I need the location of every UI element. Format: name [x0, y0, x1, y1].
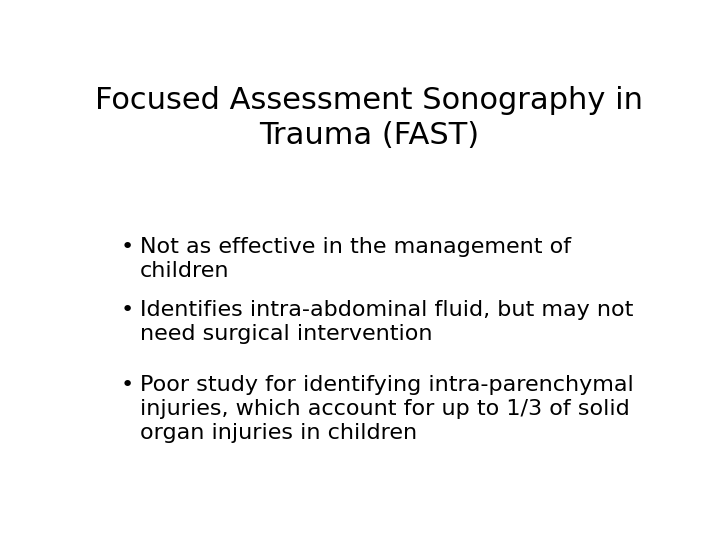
Text: Identifies intra-abdominal fluid, but may not
need surgical intervention: Identifies intra-abdominal fluid, but ma… [140, 300, 634, 344]
Text: •: • [121, 375, 134, 395]
Text: Not as effective in the management of
children: Not as effective in the management of ch… [140, 238, 572, 281]
Text: Focused Assessment Sonography in
Trauma (FAST): Focused Assessment Sonography in Trauma … [95, 85, 643, 151]
Text: •: • [121, 238, 134, 258]
Text: Poor study for identifying intra-parenchymal
injuries, which account for up to 1: Poor study for identifying intra-parench… [140, 375, 634, 443]
Text: •: • [121, 300, 134, 320]
